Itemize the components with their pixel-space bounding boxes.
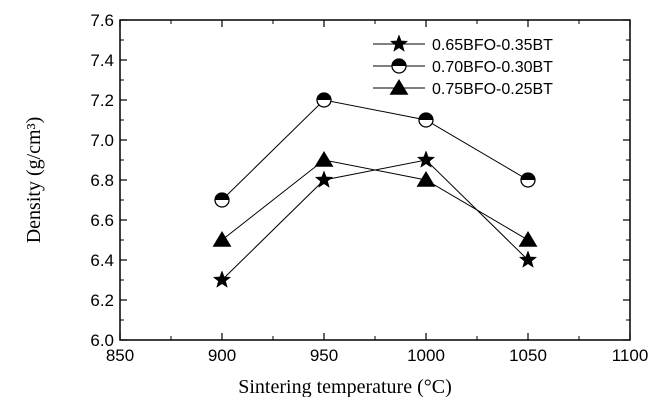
- legend-label: 0.75BFO-0.25BT: [432, 81, 553, 98]
- y-tick-label: 7.4: [90, 51, 114, 70]
- marker-fill-half: [215, 193, 229, 200]
- data-point: [316, 92, 332, 108]
- marker-fill-half: [317, 93, 331, 100]
- legend: 0.65BFO-0.35BT 0.70BFO-0.30BT 0.75BFO-0.25…: [373, 34, 553, 98]
- legend-marker: [389, 79, 409, 95]
- series-line: [221, 99, 529, 201]
- y-tick-label: 6.4: [90, 251, 114, 270]
- legend-marker: [389, 34, 409, 52]
- legend-label: 0.65BFO-0.35BT: [432, 37, 553, 54]
- x-tick-label: 1100: [612, 346, 649, 365]
- marker-fill-half: [521, 173, 535, 180]
- y-tick-label: 6.6: [90, 211, 114, 230]
- data-point: [518, 250, 538, 268]
- y-tick-label: 6.0: [90, 331, 114, 350]
- legend-label: 0.70BFO-0.30BT: [432, 59, 553, 76]
- series-1: [212, 150, 538, 288]
- data-point: [212, 270, 232, 288]
- y-tick-label: 7.2: [90, 91, 114, 110]
- x-tick-label: 950: [310, 346, 338, 365]
- data-point: [314, 151, 334, 167]
- marker-fill-half: [392, 59, 406, 66]
- marker-fill-half: [419, 113, 433, 120]
- x-tick-label: 850: [106, 346, 134, 365]
- plot-area: 850 900 950 1000 1050 1100 6.0 6.2 6.4 6.6 6.8 7.0 7…: [23, 11, 648, 397]
- data-point: [314, 170, 334, 188]
- y-tick-label: 6.2: [90, 291, 114, 310]
- x-tick-label: 1050: [509, 346, 547, 365]
- data-point: [518, 231, 538, 247]
- data-point: [212, 231, 232, 247]
- x-axis-title: Sintering temperature (°C): [238, 376, 452, 397]
- series-line: [221, 159, 529, 281]
- data-point: [214, 192, 230, 208]
- x-tick-label: 900: [208, 346, 236, 365]
- y-tick-label: 7.0: [90, 131, 114, 150]
- data-point: [416, 171, 436, 187]
- data-point: [520, 172, 536, 188]
- series-2: [214, 92, 536, 208]
- legend-marker: [391, 58, 407, 74]
- plot-frame: [119, 19, 631, 341]
- data-point: [418, 112, 434, 128]
- x-tick-label: 1000: [407, 346, 445, 365]
- series-3: [212, 151, 538, 247]
- series-line: [221, 159, 529, 241]
- y-axis-title: Density (g/cm³): [23, 117, 45, 244]
- y-tick-label: 7.6: [90, 11, 114, 30]
- y-tick-label: 6.8: [90, 171, 114, 190]
- data-point: [416, 150, 436, 168]
